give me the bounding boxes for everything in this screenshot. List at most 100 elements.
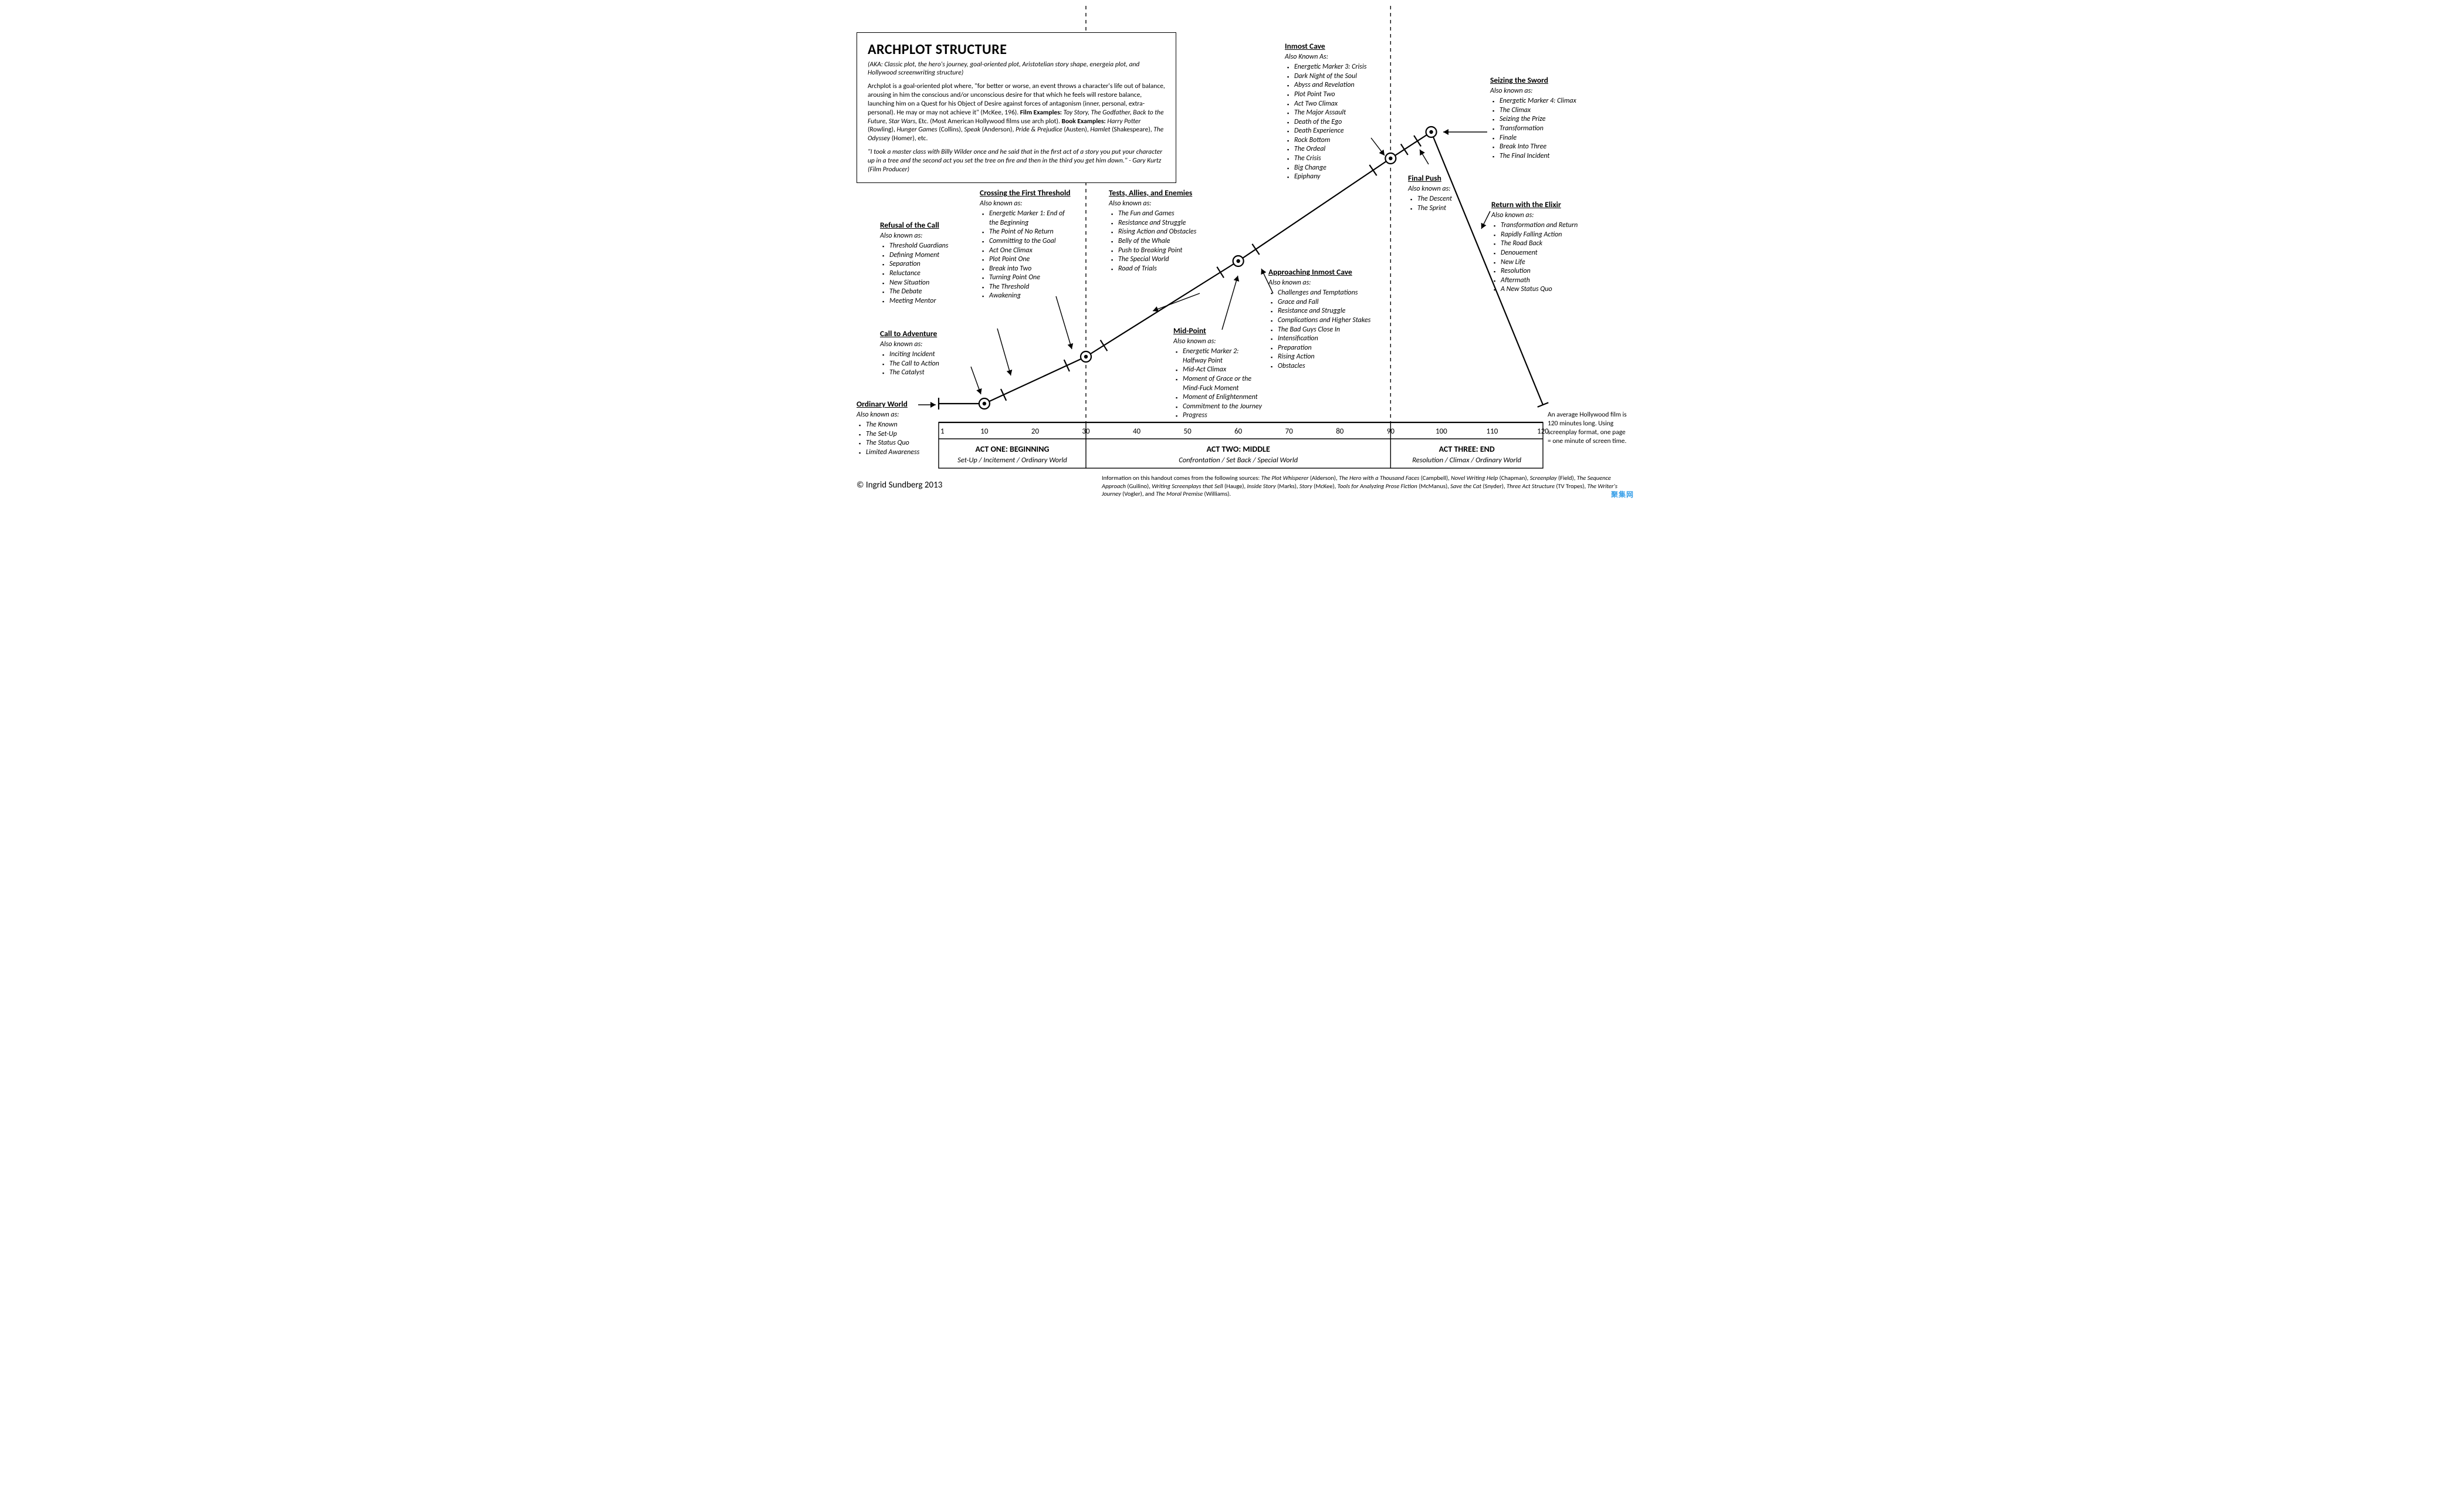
annotation-item: The Status Quo xyxy=(866,439,953,448)
annotation-item: The Final Incident xyxy=(1500,152,1625,161)
annotation-title: Call to Adventure xyxy=(880,329,983,339)
annotation-seizing: Seizing the SwordAlso known as:Energetic… xyxy=(1490,75,1625,161)
svg-text:60: 60 xyxy=(1234,427,1243,436)
svg-text:Set-Up / Incitement / Ordinary: Set-Up / Incitement / Ordinary World xyxy=(957,456,1067,465)
annotation-sub: Also known as: xyxy=(980,199,1109,209)
svg-text:80: 80 xyxy=(1336,427,1344,436)
annotation-item: Transformation and Return xyxy=(1501,221,1623,231)
annotation-item: Energetic Marker 1: End of the Beginning xyxy=(989,209,1109,228)
annotation-title: Seizing the Sword xyxy=(1490,75,1625,86)
annotation-list: Energetic Marker 1: End of the Beginning… xyxy=(980,209,1109,301)
annotation-sub: Also known as: xyxy=(1268,279,1409,288)
annotation-item: The Sprint xyxy=(1417,204,1502,214)
annotation-item: Aftermath xyxy=(1501,276,1623,286)
annotation-item: Preparation xyxy=(1278,344,1409,353)
annotation-item: The Bad Guys Close In xyxy=(1278,326,1409,335)
annotation-sub: Also known as: xyxy=(1490,87,1625,96)
annotation-title: Return with the Elixir xyxy=(1491,199,1623,210)
annotation-item: Big Change xyxy=(1294,164,1414,173)
annotation-item: Seizing the Prize xyxy=(1500,115,1625,124)
annotation-item: New Life xyxy=(1501,258,1623,268)
annotation-item: The Fun and Games xyxy=(1118,209,1235,219)
annotation-list: The DescentThe Sprint xyxy=(1408,195,1502,213)
svg-text:Resolution / Climax / Ordinary: Resolution / Climax / Ordinary World xyxy=(1412,456,1521,465)
annotation-sub: Also known as: xyxy=(880,232,991,241)
annotation-item: The Climax xyxy=(1500,106,1625,116)
title-quote: "I took a master class with Billy Wilder… xyxy=(868,148,1165,174)
annotation-item: The Catalyst xyxy=(889,368,983,378)
svg-text:Confrontation / Set Back / Spe: Confrontation / Set Back / Special World xyxy=(1179,456,1298,465)
annotation-item: Awakening xyxy=(989,292,1109,301)
annotation-item: Grace and Fall xyxy=(1278,298,1409,307)
annotation-item: Rapidly Falling Action xyxy=(1501,231,1623,240)
annotation-item: The Road Back xyxy=(1501,239,1623,249)
svg-text:10: 10 xyxy=(980,427,989,436)
annotation-sub: Also known as: xyxy=(857,411,953,420)
annotation-item: Rising Action and Obstacles xyxy=(1118,228,1235,237)
annotation-item: Death Experience xyxy=(1294,127,1414,136)
annotation-approach: Approaching Inmost CaveAlso known as:Cha… xyxy=(1268,267,1409,371)
annotation-item: Moment of Enlightenment xyxy=(1183,393,1302,402)
annotation-item: Plot Point One xyxy=(989,255,1109,265)
annotation-item: Intensification xyxy=(1278,334,1409,344)
annotation-item: Finale xyxy=(1500,134,1625,143)
annotation-item: The Call to Action xyxy=(889,360,983,369)
annotation-title: Tests, Allies, and Enemies xyxy=(1109,188,1235,198)
annotation-item: Act Two Climax xyxy=(1294,100,1414,109)
annotation-inmost: Inmost CaveAlso Known As:Energetic Marke… xyxy=(1285,41,1414,182)
annotation-item: Rock Bottom xyxy=(1294,136,1414,145)
svg-text:50: 50 xyxy=(1184,427,1192,436)
annotation-title: Refusal of the Call xyxy=(880,220,991,231)
annotation-item: Break into Two xyxy=(989,265,1109,274)
annotation-list: Challenges and TemptationsGrace and Fall… xyxy=(1268,289,1409,371)
svg-text:70: 70 xyxy=(1285,427,1294,436)
annotation-item: Resolution xyxy=(1501,267,1623,276)
annotation-call: Call to AdventureAlso known as:Inciting … xyxy=(880,329,983,378)
annotation-item: The Descent xyxy=(1417,195,1502,204)
svg-text:100: 100 xyxy=(1436,427,1447,436)
annotation-item: The Special World xyxy=(1118,255,1235,265)
annotation-item: The Debate xyxy=(889,287,991,297)
annotation-refusal: Refusal of the CallAlso known as:Thresho… xyxy=(880,220,991,306)
annotation-item: Resistance and Struggle xyxy=(1278,307,1409,316)
annotation-item: Progress xyxy=(1183,411,1302,421)
svg-text:ACT ONE: BEGINNING: ACT ONE: BEGINNING xyxy=(976,444,1050,454)
sources: Information on this handout comes from t… xyxy=(1102,474,1618,498)
annotation-item: Denouement xyxy=(1501,249,1623,258)
watermark: 聚集网 xyxy=(1611,489,1634,499)
annotation-item: Turning Point One xyxy=(989,273,1109,283)
annotation-title: Crossing the First Threshold xyxy=(980,188,1109,198)
annotation-item: The Point of No Return xyxy=(989,228,1109,237)
annotation-return: Return with the ElixirAlso known as:Tran… xyxy=(1491,199,1623,295)
title: ARCHPLOT STRUCTURE xyxy=(868,41,1165,58)
annotation-item: Act One Climax xyxy=(989,246,1109,256)
title-desc: Archplot is a goal-oriented plot where, … xyxy=(868,82,1165,144)
annotation-item: Moment of Grace or the Mind-Fuck Moment xyxy=(1183,375,1302,393)
annotation-item: Road of Trials xyxy=(1118,265,1235,274)
annotation-item: Plot Point Two xyxy=(1294,90,1414,100)
annotation-item: Energetic Marker 3: Crisis xyxy=(1294,63,1414,72)
annotation-item: Break Into Three xyxy=(1500,143,1625,152)
annotation-list: Threshold GuardiansDefining MomentSepara… xyxy=(880,242,991,306)
annotation-item: Inciting Incident xyxy=(889,350,983,360)
axis-note: An average Hollywood film is 120 minutes… xyxy=(1548,411,1630,446)
annotation-title: Ordinary World xyxy=(857,399,953,409)
annotation-tests: Tests, Allies, and EnemiesAlso known as:… xyxy=(1109,188,1235,273)
annotation-finalpush: Final PushAlso known as:The DescentThe S… xyxy=(1408,173,1502,213)
annotation-item: A New Status Quo xyxy=(1501,285,1623,295)
annotation-title: Final Push xyxy=(1408,173,1502,184)
svg-text:ACT THREE: END: ACT THREE: END xyxy=(1439,444,1495,454)
annotation-list: Energetic Marker 4: ClimaxThe ClimaxSeiz… xyxy=(1490,97,1625,161)
annotation-list: The Fun and GamesResistance and Struggle… xyxy=(1109,209,1235,273)
annotation-item: Energetic Marker 4: Climax xyxy=(1500,97,1625,106)
annotation-item: Abyss and Revelation xyxy=(1294,81,1414,90)
annotation-item: Limited Awareness xyxy=(866,448,953,458)
title-aka: (AKA: Classic plot, the hero's journey, … xyxy=(868,60,1165,77)
annotation-item: The Set-Up xyxy=(866,430,953,439)
annotation-item: New Situation xyxy=(889,279,991,288)
annotation-item: The Ordeal xyxy=(1294,145,1414,154)
svg-text:110: 110 xyxy=(1487,427,1498,436)
annotation-item: Rising Action xyxy=(1278,353,1409,362)
annotation-item: Challenges and Temptations xyxy=(1278,289,1409,298)
annotation-item: Epiphany xyxy=(1294,172,1414,182)
